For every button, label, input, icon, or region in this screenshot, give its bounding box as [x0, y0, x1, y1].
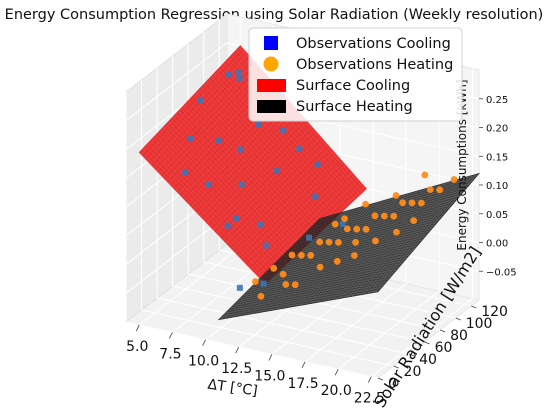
observation-heating-point: [390, 213, 397, 220]
observation-heating-point: [252, 278, 259, 285]
legend-label: Surface Cooling: [296, 78, 410, 94]
observation-heating-point: [410, 217, 417, 224]
observation-cooling-point: [182, 169, 188, 175]
x-tick-mark: [368, 377, 371, 383]
y-tick-label: 120: [481, 304, 508, 320]
x-tick-mark: [169, 332, 172, 338]
x-tick-label: 15.0: [254, 368, 285, 384]
observation-heating-point: [289, 252, 296, 259]
observation-heating-point: [326, 239, 333, 246]
observation-heating-point: [353, 226, 360, 233]
observation-heating-point: [317, 264, 324, 271]
x-tick-mark: [335, 369, 338, 375]
observation-heating-point: [258, 293, 265, 300]
legend-swatch-patch: [257, 79, 286, 92]
observation-cooling-point: [225, 223, 231, 229]
z-tick-label: 0.00: [486, 239, 508, 250]
chart-title: Energy Consumption Regression using Sola…: [5, 7, 544, 23]
x-tick-label: 20.0: [321, 383, 352, 399]
observation-cooling-point: [216, 138, 222, 144]
observation-cooling-point: [263, 243, 269, 249]
observation-heating-point: [399, 199, 406, 206]
x-tick-label: 17.5: [287, 376, 318, 392]
z-tick-label: 0.10: [486, 181, 508, 192]
observation-heating-point: [393, 192, 400, 199]
observation-heating-point: [421, 172, 428, 179]
observation-heating-point: [427, 186, 434, 193]
observation-heating-point: [372, 238, 379, 245]
y-tick-mark: [456, 318, 461, 320]
x-tick-mark: [269, 354, 272, 360]
observation-cooling-point: [187, 136, 193, 142]
observation-heating-point: [372, 212, 379, 219]
y-tick-mark: [440, 330, 445, 332]
observation-heating-point: [409, 200, 416, 207]
observation-heating-point: [393, 229, 400, 236]
observation-cooling-point: [226, 71, 232, 77]
observation-heating-point: [298, 252, 305, 259]
observation-cooling-point: [197, 97, 203, 103]
observation-heating-point: [270, 265, 277, 272]
observation-cooling-point: [280, 127, 286, 133]
observation-heating-point: [363, 226, 370, 233]
legend-swatch-square: [264, 36, 278, 50]
observation-heating-point: [362, 201, 369, 208]
x-axis-label: ΔT [°C]: [207, 377, 259, 400]
legend-label: Observations Cooling: [296, 36, 451, 52]
observation-heating-point: [280, 271, 287, 278]
observation-heating-point: [344, 225, 351, 232]
legend-swatch-patch: [257, 100, 286, 113]
observation-heating-point: [307, 252, 314, 259]
observation-heating-point: [282, 281, 289, 288]
observation-heating-point: [292, 281, 299, 288]
observation-heating-point: [316, 239, 323, 246]
x-tick-label: 10.0: [188, 354, 219, 370]
z-tick-label: 0.05: [486, 210, 508, 221]
legend-label: Surface Heating: [296, 99, 413, 115]
observation-heating-point: [351, 252, 358, 259]
observation-heating-point: [332, 221, 339, 228]
y-tick-mark: [471, 306, 476, 308]
observation-cooling-point: [237, 285, 243, 291]
observation-cooling-point: [206, 182, 212, 188]
legend-label: Observations Heating: [296, 57, 453, 73]
observation-cooling-point: [237, 147, 243, 153]
observation-cooling-point: [274, 168, 280, 174]
x-tick-mark: [136, 325, 139, 331]
observation-cooling-point: [257, 222, 263, 228]
x-tick-label: 12.5: [221, 361, 252, 377]
z-tick-label: −0.05: [486, 267, 517, 278]
observation-cooling-point: [306, 235, 312, 241]
legend-swatch-circle: [264, 57, 279, 72]
legend: Observations Cooling Observations Heating…: [249, 28, 462, 121]
observation-heating-point: [334, 258, 341, 265]
observation-heating-point: [381, 213, 388, 220]
observation-heating-point: [335, 239, 342, 246]
z-tick-label: 0.25: [486, 95, 508, 106]
x-tick-label: 5.0: [126, 339, 148, 355]
observation-cooling-point: [261, 281, 267, 287]
observation-heating-point: [352, 239, 359, 246]
x-tick-mark: [203, 340, 206, 346]
observation-cooling-point: [255, 122, 261, 128]
observation-heating-point: [436, 186, 443, 193]
x-tick-label: 7.5: [159, 346, 181, 362]
z-tick-label: 0.20: [486, 124, 508, 135]
z-tick-label: 0.15: [486, 152, 508, 163]
observation-cooling-point: [235, 69, 241, 75]
observation-cooling-point: [237, 75, 243, 81]
observation-cooling-point: [239, 181, 245, 187]
observation-cooling-point: [312, 194, 318, 200]
x-tick-mark: [302, 362, 305, 368]
x-tick-mark: [236, 347, 239, 353]
observation-cooling-point: [315, 162, 321, 168]
observation-cooling-point: [234, 215, 240, 221]
observation-heating-point: [418, 200, 425, 207]
observation-heating-point: [341, 215, 348, 222]
observation-cooling-point: [296, 146, 302, 152]
